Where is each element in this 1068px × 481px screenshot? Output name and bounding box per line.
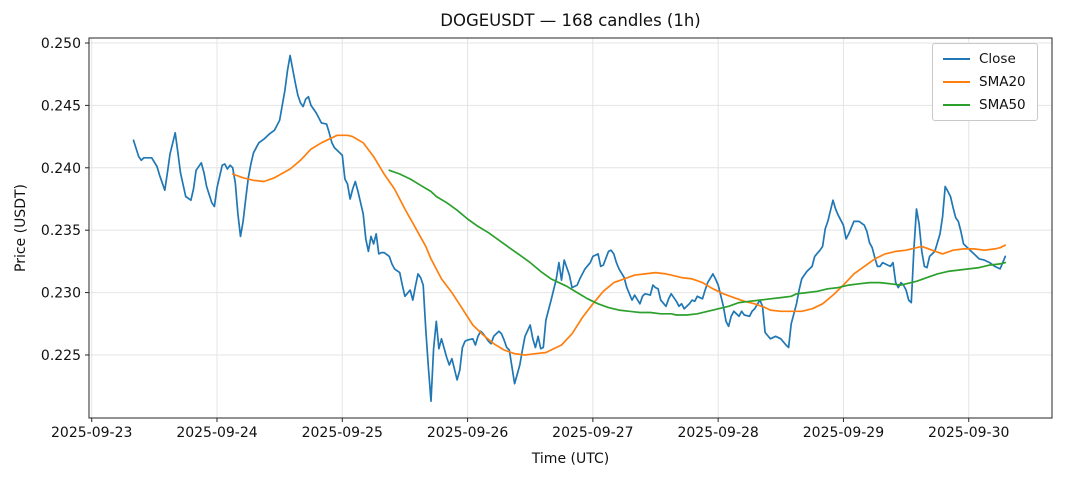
sma20-line	[231, 134, 1007, 356]
x-tick-label: 2025-09-24	[176, 425, 257, 441]
x-tick-label: 2025-09-23	[51, 425, 132, 441]
legend-line-sample	[943, 58, 970, 60]
y-tick-label: 0.225	[41, 348, 81, 364]
legend-entry-sma50: SMA50	[943, 97, 1026, 113]
sma50-line	[388, 169, 1007, 316]
y-tick-label: 0.245	[41, 98, 81, 114]
x-tick-label: 2025-09-27	[552, 425, 633, 441]
legend-label: Close	[979, 51, 1016, 67]
y-tick-label: 0.235	[41, 223, 81, 239]
legend-entry-sma20: SMA20	[943, 74, 1026, 90]
close-line	[132, 54, 1007, 403]
y-tick-label: 0.250	[41, 36, 81, 52]
x-axis-label: Time (UTC)	[531, 451, 610, 467]
x-tick-label: 2025-09-30	[928, 425, 1009, 441]
chart-title: DOGEUSDT — 168 candles (1h)	[440, 11, 701, 30]
plot-border	[88, 37, 1053, 419]
legend-label: SMA20	[979, 74, 1026, 90]
legend-line-sample	[943, 104, 970, 106]
legend-label: SMA50	[979, 97, 1026, 113]
x-tick-label: 2025-09-26	[427, 425, 508, 441]
x-tick-label: 2025-09-25	[302, 425, 383, 441]
x-tick-label: 2025-09-29	[803, 425, 884, 441]
y-tick-label: 0.240	[41, 161, 81, 177]
legend: Close SMA20 SMA50	[932, 43, 1038, 121]
y-tick-label: 0.230	[41, 286, 81, 302]
x-tick-label: 2025-09-28	[677, 425, 758, 441]
legend-line-sample	[943, 81, 970, 83]
legend-entry-close: Close	[943, 51, 1026, 67]
